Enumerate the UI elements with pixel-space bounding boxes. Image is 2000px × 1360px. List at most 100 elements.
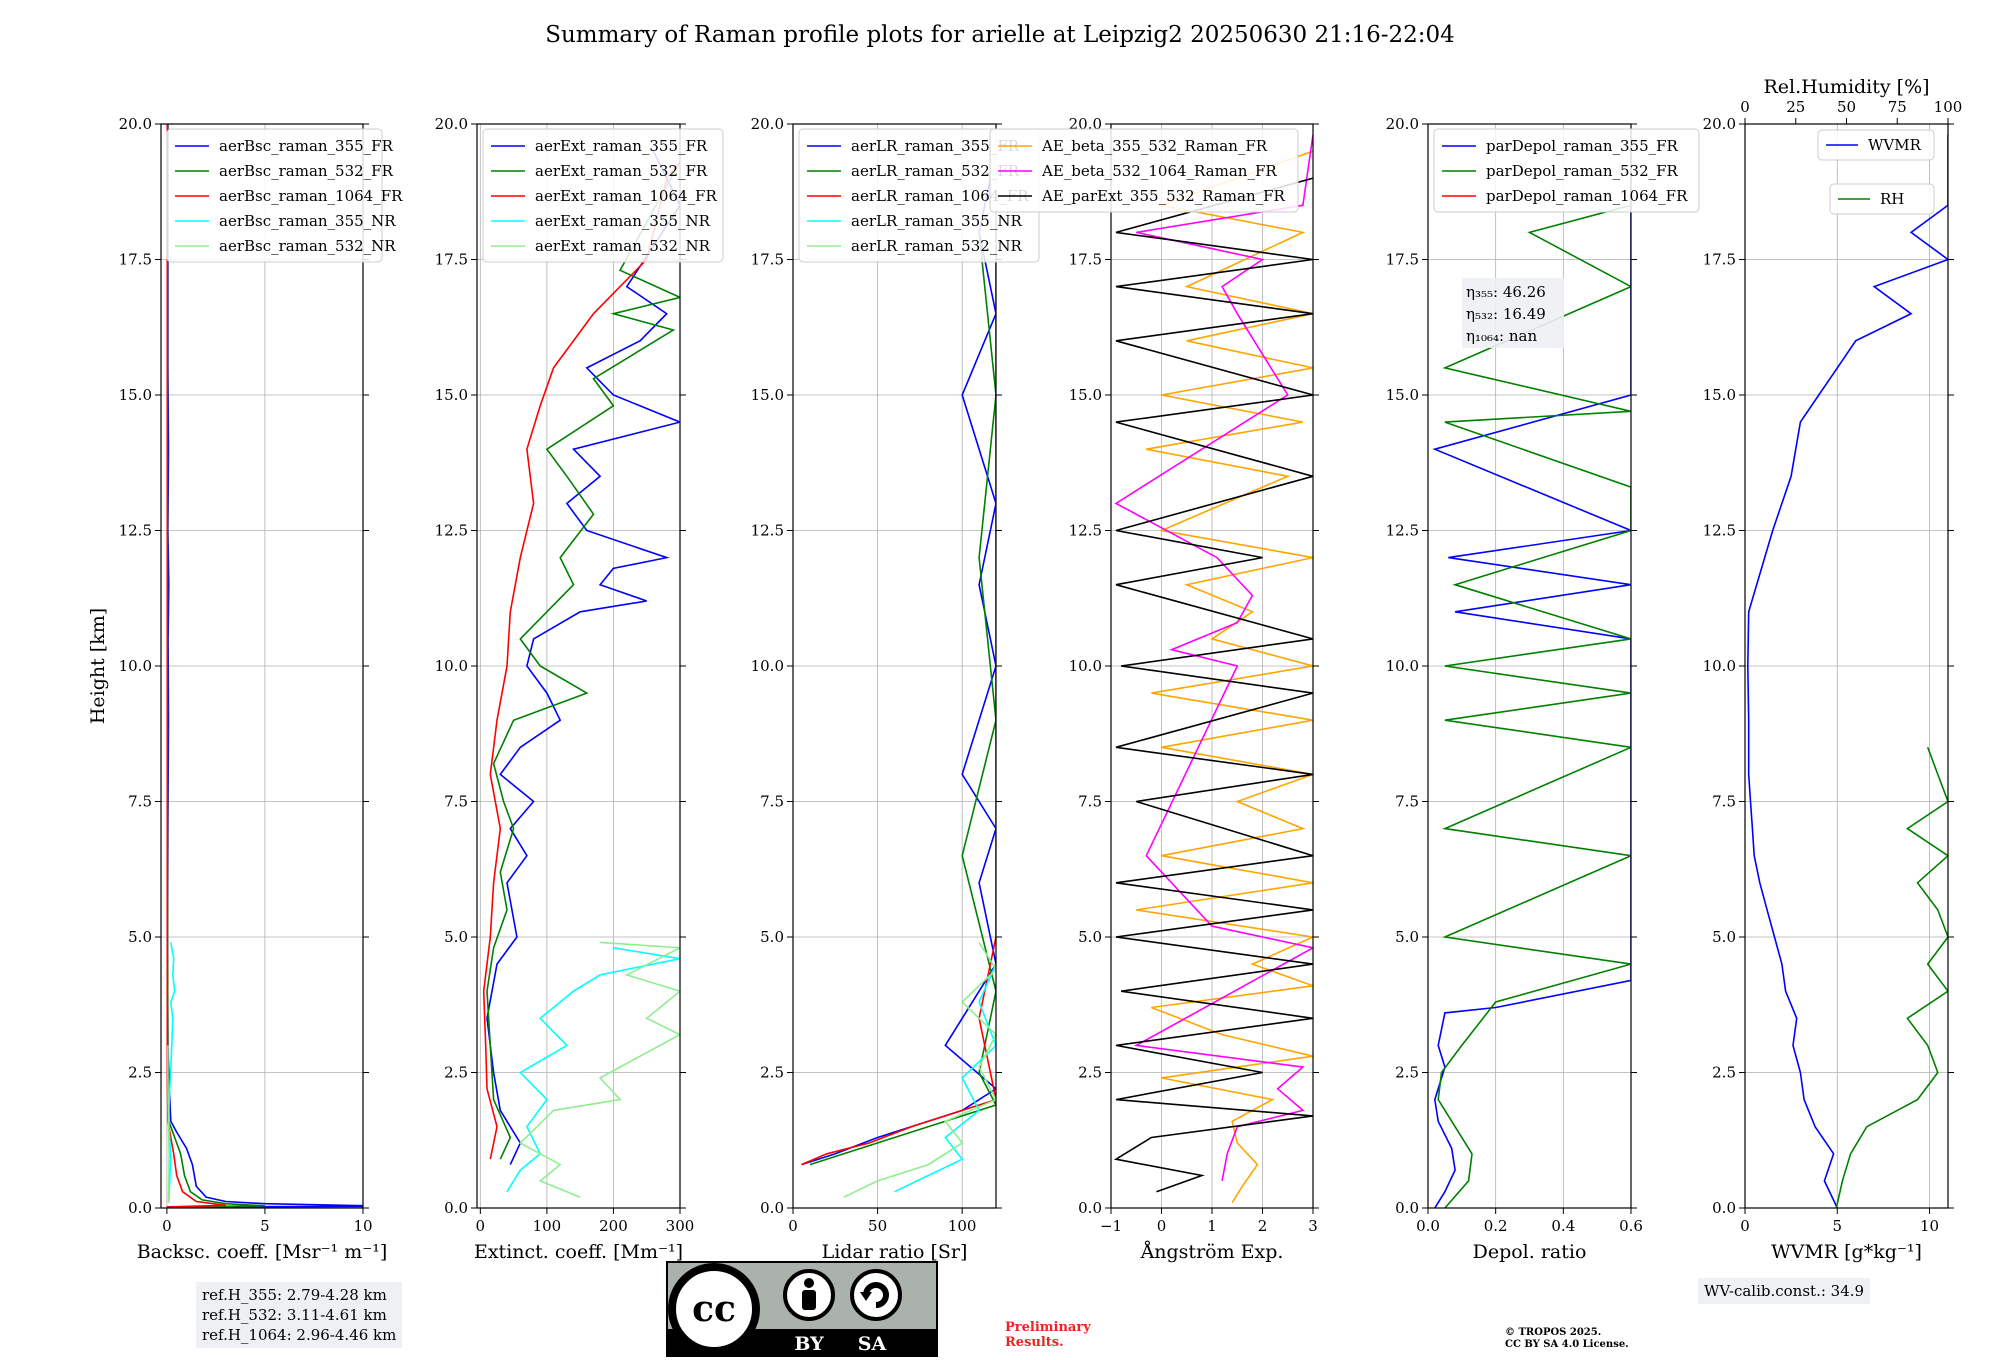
legend-WVMR: WVMR: [1817, 129, 1935, 161]
legend-label: aerLR_raman_355_FR: [851, 137, 1020, 155]
legend: aerBsc_raman_355_FR aerBsc_raman_532_FRae…: [166, 128, 403, 263]
legend-RH: RH: [1829, 183, 1935, 215]
legend: AE_beta_355_532_Raman_FR AE_beta_532_1064…: [989, 128, 1299, 213]
legend-label: WVMR: [1868, 136, 1922, 154]
x2-tick-label: 75: [1888, 98, 1907, 116]
series-group: [1746, 134, 1948, 1208]
y-tick-label: 0.0: [1712, 1199, 1736, 1217]
y-tick-label: 15.0: [1386, 386, 1419, 404]
legend-box: [1433, 128, 1700, 213]
series-line-aerBsc_raman_355_NR: [167, 942, 176, 1203]
y-tick-label: 12.5: [1386, 522, 1419, 540]
legend-box: [1829, 183, 1935, 215]
y-tick-label: 2.5: [128, 1064, 152, 1082]
legend-label: AE_parExt_355_532_Raman_FR: [1041, 187, 1286, 205]
y-tick-label: 17.5: [1069, 251, 1102, 269]
legend-label: parDepol_raman_1064_FR: [1486, 187, 1688, 205]
y-tick-label: 7.5: [1078, 793, 1102, 811]
y-tick-label: 7.5: [760, 793, 784, 811]
series-line-aerExt_raman_532_NR: [518, 941, 680, 1198]
y-tick-label: 7.5: [1395, 793, 1419, 811]
x-tick-label: 0: [476, 1217, 486, 1235]
legend-label: RH: [1880, 190, 1904, 208]
x-tick-label: 50: [868, 1217, 887, 1235]
panel-depolarization: 0.0 0.2 0.4 0.6 0.0 2.5 5.0 7.5 10.0 12.5 15.0 17.5…: [1386, 115, 1700, 1263]
series-line-parDepol_raman_532_FR: [1437, 204, 1631, 1208]
series-line-aerBsc_raman_532_FR: [166, 124, 265, 1208]
y-tick-label: 15.0: [119, 386, 152, 404]
copyright-line-2: CC BY SA 4.0 License.: [1505, 1339, 1629, 1350]
x-tick-label: 3: [1308, 1217, 1318, 1235]
y-tick-label: 2.5: [444, 1064, 468, 1082]
y-tick-label: 0.0: [1395, 1199, 1419, 1217]
x-axis-label: Lidar ratio [Sr]: [822, 1241, 968, 1263]
series-line-AE_beta_532_1064_Raman_FR: [1114, 134, 1313, 1182]
x-axis-label: Depol. ratio: [1473, 1241, 1587, 1263]
wv-calibration-box: WV-calib.const.: 34.9: [1698, 1278, 1871, 1304]
series-line-parDepol_raman_355_FR: [1432, 134, 1631, 1208]
legend-box: [989, 128, 1299, 213]
legend-label: AE_beta_355_532_Raman_FR: [1041, 137, 1268, 155]
legend-label: aerLR_raman_532_FR: [851, 162, 1020, 180]
preliminary-line-2: Results.: [1005, 1335, 1064, 1350]
panel-angstrom: −1 0 1 2 30.02.55.07.510.012.515.017.520.0Ån…: [989, 115, 1319, 1263]
y-tick-label: 5.0: [760, 928, 784, 946]
y-tick-label: 10.0: [1386, 657, 1419, 675]
y-tick-label: 5.0: [1712, 928, 1736, 946]
y-tick-label: 17.5: [119, 251, 152, 269]
legend-label: aerExt_raman_532_FR: [535, 162, 708, 180]
y-tick-label: 20.0: [1386, 115, 1419, 133]
legend: aerLR_raman_355_FR aerLR_raman_532_FR aerL…: [798, 128, 1040, 263]
panel-lidar_ratio: 0 50 100 0.0 2.5 5.0 7.5 10.0 12.5 15.0 17.5 20.0 Li…: [751, 115, 1040, 1263]
y-tick-label: 0.0: [128, 1199, 152, 1217]
series-line-RH: [1835, 747, 1948, 1208]
cc-logo-icon: cc: [668, 1263, 760, 1355]
ref-height-1064: ref.H_1064: 2.96-4.46 km: [202, 1326, 397, 1344]
annotation-bg: [1462, 278, 1564, 348]
y-tick-label: 20.0: [435, 115, 468, 133]
y-tick-label: 17.5: [751, 251, 784, 269]
series-line-aerLR_raman_355_NR: [894, 963, 996, 1193]
legend-label: aerLR_raman_532_NR: [851, 237, 1022, 255]
y-tick-label: 15.0: [435, 386, 468, 404]
series-line-aerLR_raman_355_FR: [801, 150, 996, 1166]
x-tick-label: 0: [788, 1217, 798, 1235]
y-tick-label: 17.5: [1703, 251, 1736, 269]
y-tick-label: 20.0: [751, 115, 784, 133]
series-line-aerLR_raman_1064_FR: [801, 259, 996, 1166]
panel-backscatter: 0 5 10 0.0 2.5 5.0 7.5 10.0 12.5 15.0 17.5 20.0 Back…: [119, 115, 404, 1263]
legend-label: aerExt_raman_355_FR: [535, 137, 708, 155]
y-tick-label: 12.5: [1703, 522, 1736, 540]
x-tick-label: 5: [260, 1217, 270, 1235]
legend-box: [482, 128, 724, 263]
x-axis-label: Extinct. coeff. [Mm⁻¹]: [474, 1241, 683, 1263]
eta-annotation: η₁₀₆₄: nan: [1466, 327, 1537, 345]
panel-water_vapor: 0 5 10 0.0 2.5 5.0 7.5 10.0 12.5 15.0 17.5 20.0 WVMR…: [1703, 76, 1963, 1263]
legend-label: aerBsc_raman_355_NR: [219, 212, 396, 230]
x-tick-label: −1: [1100, 1217, 1122, 1235]
cc-license-badge: cc BY SA: [666, 1261, 938, 1357]
series-line-aerBsc_raman_355_FR: [166, 124, 363, 1208]
x-tick-label: 10: [353, 1217, 372, 1235]
series-line-aerExt_raman_532_FR: [486, 161, 680, 1160]
y-tick-label: 2.5: [1078, 1064, 1102, 1082]
x2-tick-label: 100: [1934, 98, 1963, 116]
legend-label: aerExt_raman_532_NR: [535, 237, 711, 255]
x-tick-label: 0.0: [1416, 1217, 1440, 1235]
x2-tick-label: 25: [1786, 98, 1805, 116]
y-tick-label: 12.5: [119, 522, 152, 540]
y-tick-label: 7.5: [128, 793, 152, 811]
legend-label: aerBsc_raman_532_NR: [219, 237, 396, 255]
x-tick-label: 100: [948, 1217, 977, 1235]
y-tick-label: 15.0: [751, 386, 784, 404]
series-group: [801, 150, 996, 1198]
x-tick-label: 300: [666, 1217, 695, 1235]
copyright-note: © TROPOS 2025. CC BY SA 4.0 License.: [1505, 1327, 1629, 1351]
legend-label: aerBsc_raman_532_FR: [219, 162, 394, 180]
figure-title: Summary of Raman profile plots for ariel…: [545, 22, 1455, 48]
share-alike-icon: [850, 1269, 902, 1321]
eta-annotation: η₃₅₅: 46.26: [1466, 283, 1546, 301]
y-tick-label: 20.0: [119, 115, 152, 133]
y-tick-label: 0.0: [1078, 1199, 1102, 1217]
legend: aerExt_raman_355_FR aerExt_raman_532_FRae…: [482, 128, 724, 263]
